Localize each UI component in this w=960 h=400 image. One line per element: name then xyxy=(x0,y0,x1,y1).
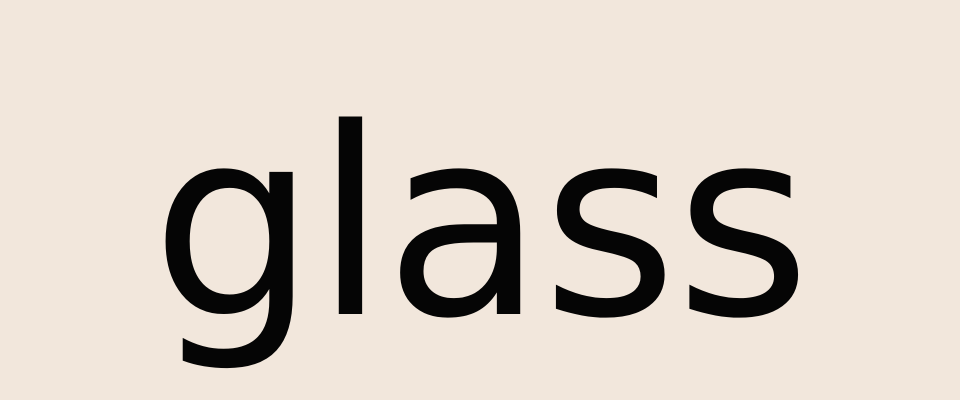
display-word: glass xyxy=(151,74,811,376)
